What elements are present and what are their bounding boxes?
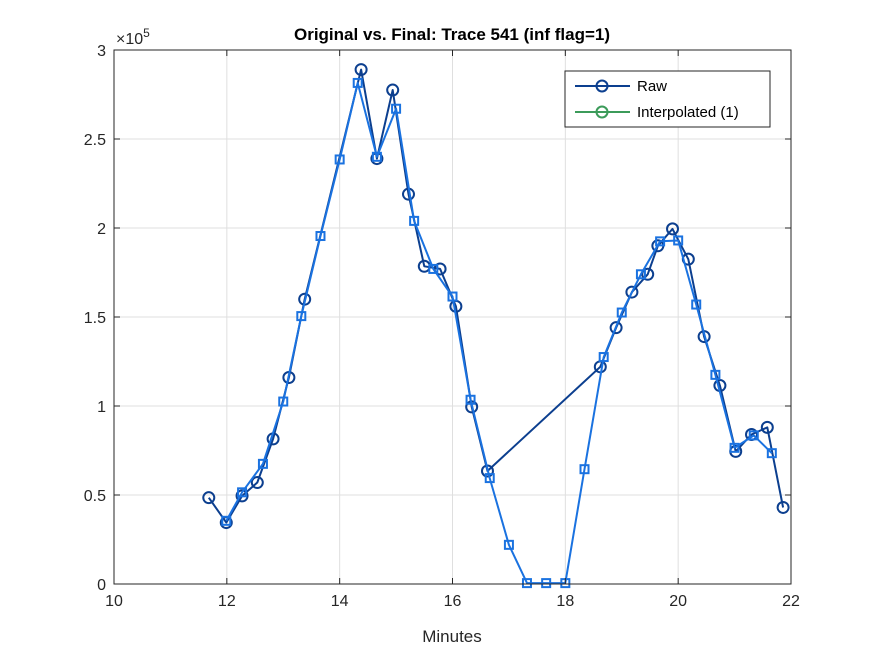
data-point-circle <box>760 420 774 434</box>
data-point-square <box>447 291 458 302</box>
data-point-square <box>766 448 777 459</box>
x-tick-label: 18 <box>556 593 574 610</box>
data-point-square <box>748 430 759 441</box>
data-point-square <box>729 442 740 453</box>
data-point-circle <box>386 83 400 97</box>
y-exponent-power: 5 <box>143 26 150 40</box>
data-point-square <box>278 396 289 407</box>
legend-marker-interpolated <box>595 105 609 119</box>
data-point-square <box>371 151 382 162</box>
data-point-square <box>484 473 495 484</box>
data-point-square <box>465 394 476 405</box>
chart-title: Original vs. Final: Trace 541 (inf flag=… <box>294 25 610 44</box>
data-point-square <box>221 515 232 526</box>
ticks <box>113 49 792 585</box>
y-tick-label: 2.5 <box>84 132 106 149</box>
y-tick-label: 0 <box>97 577 106 594</box>
data-point-square <box>409 215 420 226</box>
series-2 <box>221 77 777 589</box>
y-tick-label: 2 <box>97 221 106 238</box>
series-layer <box>202 63 790 589</box>
x-tick-label: 10 <box>105 593 123 610</box>
data-point-square <box>334 154 345 165</box>
data-point-circle <box>250 476 264 490</box>
y-tick-label: 1 <box>97 399 106 416</box>
data-point-square <box>655 236 666 247</box>
x-tick-label: 20 <box>669 593 687 610</box>
data-point-square <box>579 464 590 475</box>
data-point-circle <box>641 267 655 281</box>
data-point-square <box>315 231 326 242</box>
data-point-circle <box>625 285 639 299</box>
x-tick-label: 16 <box>444 593 462 610</box>
data-point-circle <box>354 63 368 77</box>
data-point-square <box>635 269 646 280</box>
x-tick-label: 12 <box>218 593 236 610</box>
legend: Raw Interpolated (1) <box>564 70 771 128</box>
data-point-square <box>616 307 627 318</box>
y-tick-label: 3 <box>97 43 106 60</box>
data-point-square <box>673 235 684 246</box>
legend-label-raw: Raw <box>637 78 667 95</box>
series-line-2 <box>225 81 773 585</box>
y-exponent-label: ×105 <box>116 26 150 48</box>
x-tick-label: 22 <box>782 593 800 610</box>
data-point-square <box>296 311 307 322</box>
data-point-square <box>541 578 552 589</box>
data-point-circle <box>609 321 623 335</box>
data-point-square <box>352 77 363 88</box>
data-point-circle <box>202 491 216 505</box>
x-tick-label: 14 <box>331 593 349 610</box>
data-point-square <box>710 369 721 380</box>
tick-labels: 10 12 14 16 18 20 22 0 0.5 1 1.5 2 2.5 3 <box>84 43 800 610</box>
legend-marker-raw <box>595 79 609 93</box>
x-axis-label: Minutes <box>422 627 482 646</box>
data-point-square <box>391 103 402 114</box>
data-point-square <box>521 578 532 589</box>
data-point-square <box>598 352 609 363</box>
y-tick-label: 1.5 <box>84 310 106 327</box>
data-point-circle <box>235 489 249 503</box>
data-point-square <box>503 539 514 550</box>
data-point-circle <box>666 222 680 236</box>
data-point-circle <box>776 500 790 514</box>
data-point-square <box>428 263 439 274</box>
y-exponent-base: ×10 <box>116 31 143 48</box>
data-point-square <box>691 299 702 310</box>
y-tick-label: 0.5 <box>84 488 106 505</box>
legend-label-interpolated: Interpolated (1) <box>637 104 739 121</box>
data-point-circle <box>433 262 447 276</box>
data-point-square <box>257 458 268 469</box>
data-point-square <box>237 487 248 498</box>
